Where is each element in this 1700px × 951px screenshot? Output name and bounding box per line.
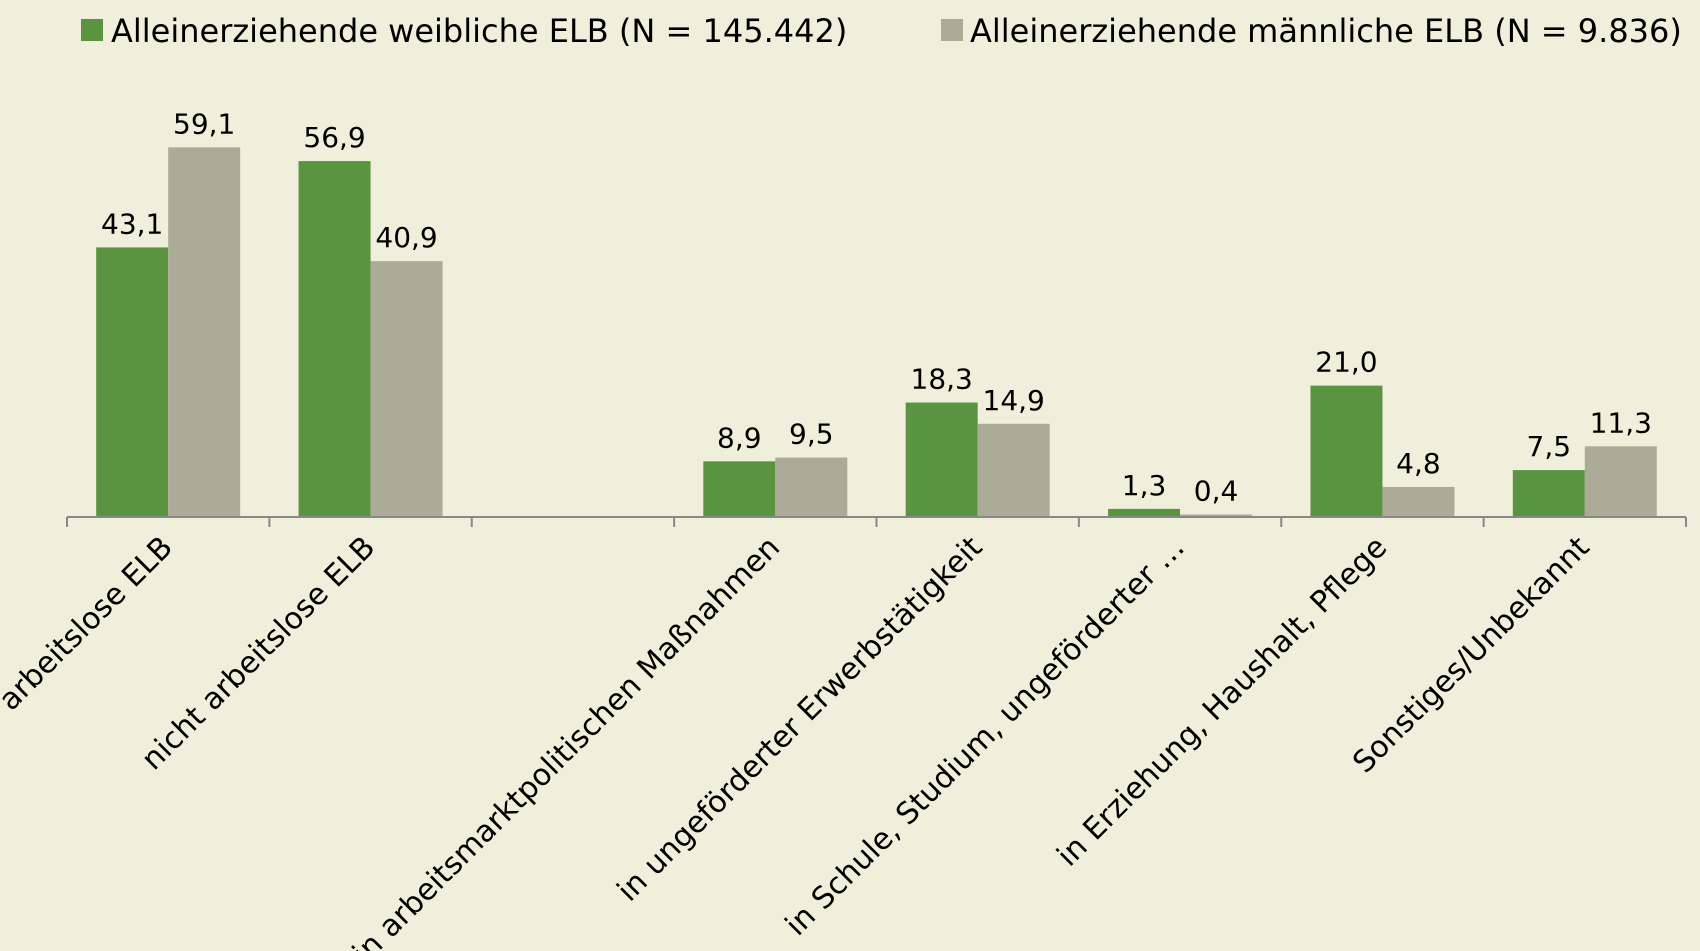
value-label: 1,3: [1122, 469, 1167, 502]
value-label: 21,0: [1315, 346, 1377, 379]
bar: [775, 457, 848, 517]
value-label: 11,3: [1590, 406, 1652, 439]
value-label: 7,5: [1527, 430, 1572, 463]
value-label: 18,3: [911, 363, 973, 396]
bar: [1382, 486, 1455, 517]
legend: Alleinerziehende weibliche ELB (N = 145.…: [81, 12, 1682, 50]
bar: [168, 147, 241, 517]
bar: [96, 247, 169, 518]
bar: [1310, 385, 1383, 517]
value-label: 4,8: [1396, 447, 1441, 480]
value-label: 8,9: [717, 421, 762, 454]
bar: [370, 261, 443, 517]
bar: [1180, 514, 1253, 517]
bar: [1108, 508, 1181, 517]
value-label: 14,9: [983, 384, 1045, 417]
value-label: 56,9: [303, 121, 365, 154]
bar: [1584, 446, 1657, 517]
bar: [977, 423, 1050, 517]
legend-label: Alleinerziehende weibliche ELB (N = 145.…: [111, 12, 847, 50]
bar: [298, 161, 371, 517]
value-label: 0,4: [1194, 474, 1239, 507]
bar: [703, 461, 776, 517]
value-label: 40,9: [375, 221, 437, 254]
value-label: 59,1: [173, 107, 235, 140]
legend-swatch: [941, 19, 963, 41]
bar: [905, 402, 978, 517]
legend-label: Alleinerziehende männliche ELB (N = 9.83…: [970, 12, 1682, 50]
value-label: 9,5: [789, 418, 834, 451]
value-label: 43,1: [101, 207, 163, 240]
bar: [1512, 470, 1585, 517]
legend-swatch: [81, 19, 103, 41]
